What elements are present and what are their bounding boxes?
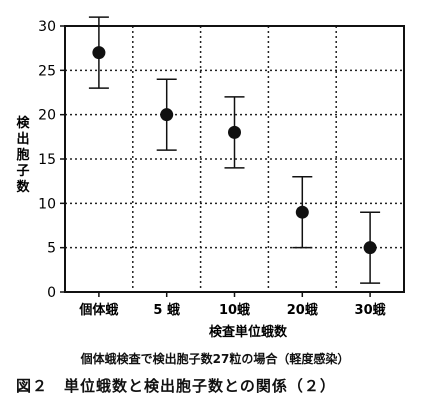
y-tick-label: 10 [38,196,56,212]
data-point [160,108,174,122]
y-tick-label: 30 [38,19,56,35]
x-tick-label: 20蛾 [287,302,318,318]
y-tick-label: 15 [38,152,56,168]
x-tick-label: 30蛾 [355,302,386,318]
x-tick-label: 個体蛾 [78,302,118,318]
data-points [88,16,381,284]
chart-subcaption: 個体蛾検査で検出胞子数27粒の場合（軽度感染） [80,352,350,366]
grid-lines [65,26,404,292]
data-point [228,125,241,139]
y-tick-label: 5 [47,241,56,257]
x-tick-label: 5 蛾 [153,302,180,318]
y-tick-label: 0 [47,285,56,301]
y-tick-label: 25 [38,63,56,79]
figure-caption: 図２ 単位蛾数と検出胞子数との関係（２） [16,377,336,395]
chart: 0 5 10 15 20 25 30 個体蛾 5 蛾 10蛾 20蛾 30蛾 検出胞子数 検査単位蛾… [15,16,405,340]
data-point [295,205,309,219]
data-point [92,46,106,60]
y-axis-label: 検出胞子数 [15,115,30,195]
x-axis-label: 検査単位蛾数 [209,324,288,340]
x-tick-label: 10蛾 [219,302,250,318]
x-axis: 個体蛾 5 蛾 10蛾 20蛾 30蛾 [78,292,386,318]
data-point [363,241,377,255]
y-axis: 0 5 10 15 20 25 30 [38,19,65,301]
y-tick-label: 20 [38,108,56,124]
